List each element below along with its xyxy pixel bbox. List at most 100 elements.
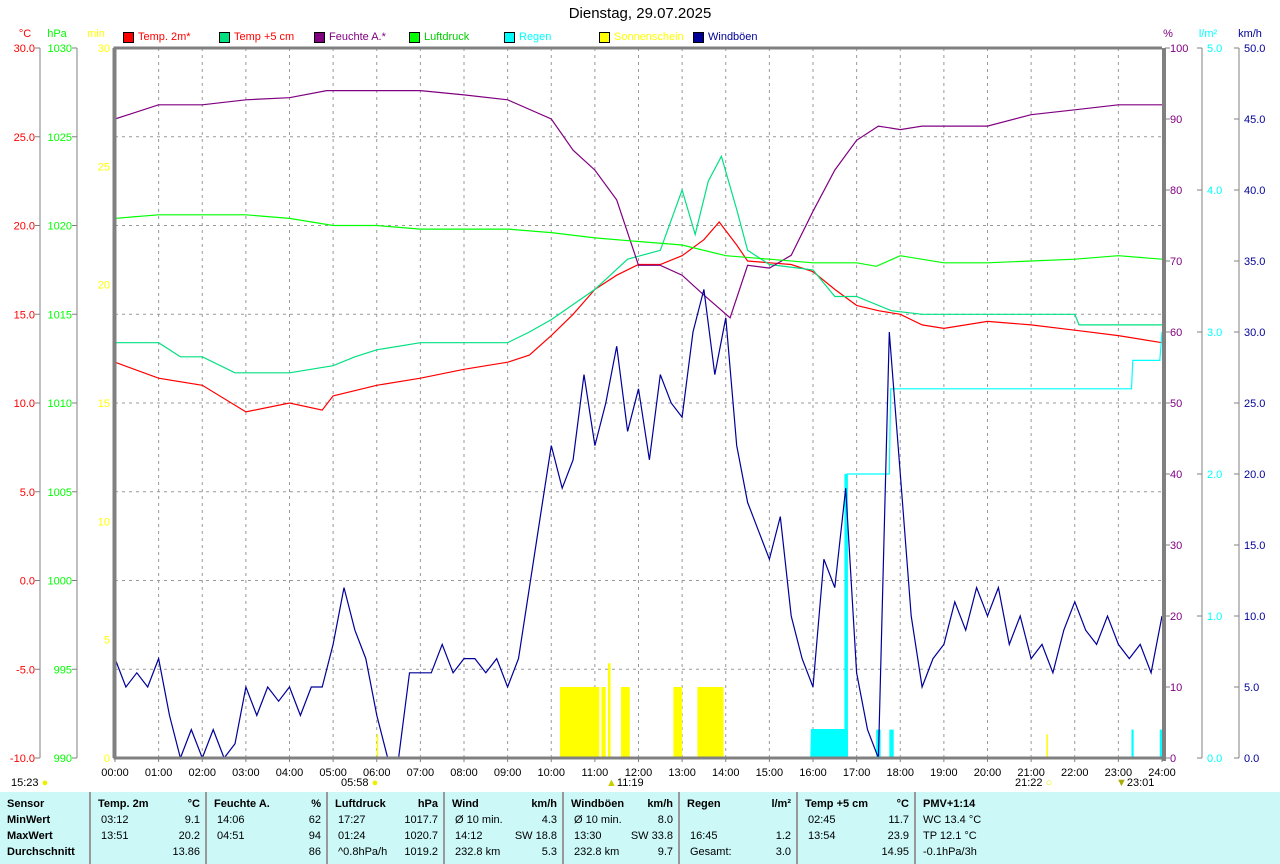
noon-icon: ▲ bbox=[606, 777, 617, 789]
legend-item: Regen bbox=[504, 31, 551, 43]
table-cell-time: ^0.8hPa/h bbox=[338, 846, 388, 858]
x-axis-tick-label: 23:00 bbox=[1105, 767, 1133, 779]
table-cell-time: 02:45 bbox=[808, 814, 836, 826]
pressure-axis-tick-label: 1025 bbox=[48, 132, 72, 144]
humidity-axis-tick-label: 90 bbox=[1170, 114, 1182, 126]
table-header-unit: km/h bbox=[531, 798, 557, 810]
table-cell-value: 1017.7 bbox=[404, 814, 438, 826]
table-column: Feuchte A.% 14:06 62 04:51 94 86 bbox=[205, 792, 328, 864]
table-column: Temp +5 cm °C 02:45 11.7 13:54 23.9 14.95 bbox=[796, 792, 916, 864]
rain-axis-unit: l/m² bbox=[1199, 28, 1218, 40]
sunshine-bar bbox=[1046, 734, 1048, 758]
temp-axis-tick-label: 5.0 bbox=[20, 487, 35, 499]
legend-label: Feuchte A.* bbox=[329, 31, 386, 43]
table-cell-time: 03:12 bbox=[101, 814, 129, 826]
x-axis-tick-label: 10:00 bbox=[537, 767, 565, 779]
temp-axis-tick-label: 10.0 bbox=[14, 398, 35, 410]
table-cell-time: Gesamt: bbox=[690, 846, 732, 858]
legend-label: Temp +5 cm bbox=[234, 31, 295, 43]
statistics-table: Sensor MinWert MaxWert Durchschnitt Temp. 2m… bbox=[0, 792, 1280, 864]
legend-swatch bbox=[504, 31, 515, 43]
gust-axis-unit: km/h bbox=[1238, 28, 1262, 40]
table-cell-time: 04:51 bbox=[217, 830, 245, 842]
humidity-axis-tick-label: 20 bbox=[1170, 611, 1182, 623]
legend-swatch bbox=[123, 31, 134, 43]
gust-axis-tick-label: 15.0 bbox=[1244, 540, 1265, 552]
gust-axis-tick-label: 10.0 bbox=[1244, 611, 1265, 623]
humidity-axis-unit: % bbox=[1163, 28, 1173, 40]
table-cell-value: SW 18.8 bbox=[514, 830, 557, 842]
table-cell-time: 17:27 bbox=[338, 814, 366, 826]
sunrise-label: 05:58 bbox=[341, 777, 369, 789]
x-axis-tick-label: 24:00 bbox=[1148, 767, 1176, 779]
rain-bar bbox=[1159, 729, 1162, 758]
pressure-axis-tick-label: 1015 bbox=[48, 309, 72, 321]
legend-label: Regen bbox=[519, 31, 552, 43]
legend-item: Temp +5 cm bbox=[219, 31, 294, 43]
table-row-label: MaxWert bbox=[7, 830, 53, 842]
table-header-unit: % bbox=[311, 798, 321, 810]
sunshine-duration: 15:23 ● bbox=[11, 777, 48, 789]
table-cell-value: 13.86 bbox=[172, 846, 200, 858]
sunshine-duration-label: 15:23 bbox=[11, 777, 39, 789]
noon-label: 11:19 bbox=[616, 777, 644, 789]
x-axis-tick-label: 05:00 bbox=[319, 767, 347, 779]
temp-axis-tick-label: -5.0 bbox=[16, 664, 35, 676]
temp-axis-tick-label: -10.0 bbox=[10, 753, 35, 765]
table-column: Temp. 2m °C 03:12 9.1 13:51 20.2 13.86 bbox=[89, 792, 207, 864]
series-luftdruck bbox=[114, 214, 1163, 267]
legend-swatch bbox=[219, 31, 230, 43]
x-axis-tick-label: 06:00 bbox=[363, 767, 391, 779]
sun-axis-tick-label: 15 bbox=[98, 398, 110, 410]
sunset-marker: 21:22 ○ bbox=[1015, 777, 1052, 789]
legend-swatch bbox=[599, 31, 610, 43]
gust-axis-tick-label: 50.0 bbox=[1244, 43, 1265, 55]
x-axis-tick-label: 14:00 bbox=[712, 767, 740, 779]
table-cell-time: TP 12.1 °C bbox=[923, 830, 977, 842]
table-header-unit: hPa bbox=[417, 798, 438, 810]
table-header: Luftdruck bbox=[335, 798, 386, 810]
x-axis-tick-label: 01:00 bbox=[145, 767, 173, 779]
x-axis-tick-label: 21:00 bbox=[1017, 767, 1045, 779]
sun-axis-unit: min bbox=[87, 28, 105, 40]
humidity-axis-tick-label: 70 bbox=[1170, 256, 1182, 268]
sun-axis-tick-label: 0 bbox=[104, 753, 110, 765]
sun-axis-tick-label: 10 bbox=[98, 516, 110, 528]
pressure-axis-tick-label: 1030 bbox=[48, 43, 72, 55]
legend-item: Windböen bbox=[693, 31, 758, 43]
legend-swatch bbox=[409, 31, 420, 43]
legend-item: Luftdruck bbox=[409, 31, 469, 43]
gust-axis-tick-label: 25.0 bbox=[1244, 398, 1265, 410]
table-cell-time: 16:45 bbox=[690, 830, 718, 842]
table-cell-time: 13:51 bbox=[101, 830, 129, 842]
table-cell-time: -0.1hPa/3h bbox=[923, 846, 977, 858]
table-column: Sensor MinWert MaxWert Durchschnitt bbox=[0, 792, 89, 864]
x-axis-tick-label: 15:00 bbox=[756, 767, 784, 779]
gust-axis-tick-label: 30.0 bbox=[1244, 327, 1265, 339]
temp-axis-tick-label: 0.0 bbox=[20, 576, 35, 588]
temp-axis-tick-label: 25.0 bbox=[14, 132, 35, 144]
sunrise-marker: 05:58 ● bbox=[341, 777, 378, 789]
sunset-icon: ○ bbox=[1045, 777, 1053, 789]
table-cell-time: WC 13.4 °C bbox=[923, 814, 982, 826]
sunshine-bar bbox=[601, 687, 606, 758]
x-axis-tick-label: 03:00 bbox=[232, 767, 260, 779]
table-header: PMV+1:14 bbox=[923, 798, 976, 810]
table-row-label: MinWert bbox=[7, 814, 51, 826]
table-cell-value: 62 bbox=[308, 814, 321, 826]
series-feuchte-a- bbox=[114, 89, 1162, 319]
legend-swatch bbox=[314, 31, 325, 43]
x-axis-tick-label: 19:00 bbox=[930, 767, 958, 779]
humidity-axis-tick-label: 100 bbox=[1170, 43, 1188, 55]
sunshine-bar bbox=[673, 687, 683, 758]
x-axis-tick-label: 00:00 bbox=[101, 767, 129, 779]
rain-axis-tick-label: 2.0 bbox=[1207, 469, 1222, 481]
sun-axis-tick-label: 20 bbox=[98, 280, 110, 292]
pressure-axis-tick-label: 1020 bbox=[48, 221, 72, 233]
table-cell-time: 13:30 bbox=[574, 830, 602, 842]
pressure-axis-tick-label: 990 bbox=[54, 753, 72, 765]
table-cell-time: 232.8 km bbox=[455, 846, 501, 858]
series-windb-en bbox=[114, 289, 1163, 760]
table-header: Temp. 2m bbox=[98, 798, 149, 810]
gust-axis-tick-label: 0.0 bbox=[1244, 753, 1259, 765]
